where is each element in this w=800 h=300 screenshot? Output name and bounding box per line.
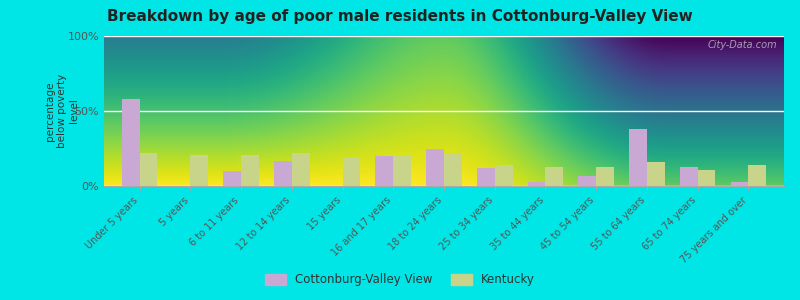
Bar: [122, 99, 139, 186]
Bar: [342, 158, 360, 186]
Bar: [444, 153, 462, 186]
Bar: [578, 176, 596, 186]
Bar: [375, 156, 394, 186]
Bar: [494, 165, 513, 186]
Text: Breakdown by age of poor male residents in Cottonburg-Valley View: Breakdown by age of poor male residents …: [107, 9, 693, 24]
Bar: [647, 162, 665, 186]
Bar: [223, 171, 241, 186]
Bar: [190, 154, 208, 186]
Bar: [546, 167, 563, 186]
Bar: [426, 148, 444, 186]
Bar: [749, 165, 766, 186]
Bar: [528, 182, 546, 186]
Bar: [274, 160, 292, 186]
Bar: [630, 129, 647, 186]
Y-axis label: percentage
below poverty
level: percentage below poverty level: [46, 74, 78, 148]
Bar: [596, 167, 614, 186]
Legend: Cottonburg-Valley View, Kentucky: Cottonburg-Valley View, Kentucky: [260, 269, 540, 291]
Bar: [241, 154, 258, 186]
Bar: [394, 156, 411, 186]
Bar: [680, 167, 698, 186]
Bar: [698, 169, 715, 186]
Text: City-Data.com: City-Data.com: [707, 40, 778, 50]
Bar: [292, 153, 310, 186]
Bar: [139, 153, 158, 186]
Bar: [730, 182, 749, 186]
Bar: [477, 168, 494, 186]
